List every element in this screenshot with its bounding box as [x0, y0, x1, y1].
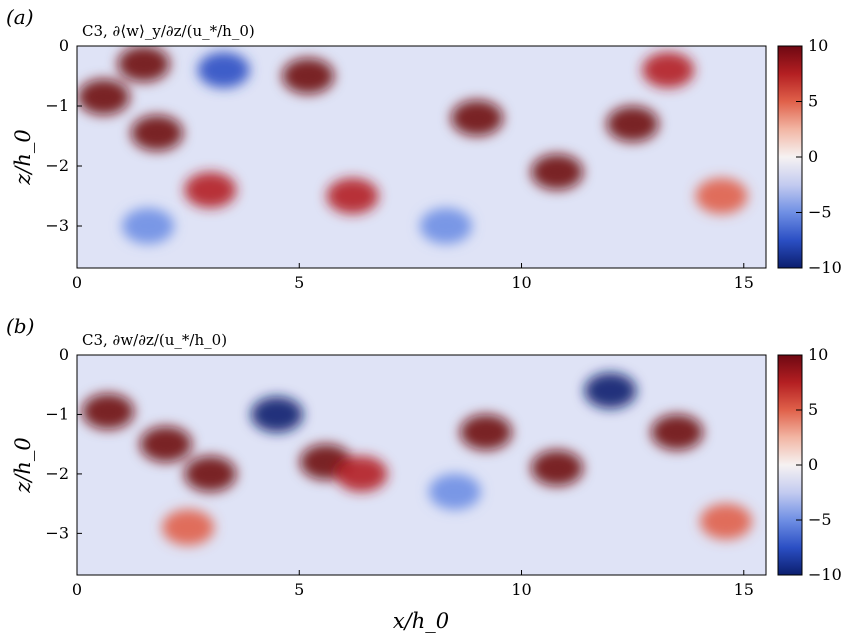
x-tick-label: 15 [734, 273, 754, 292]
x-tick-label: 5 [294, 580, 304, 599]
heatmap-cell [531, 154, 584, 190]
y-axis-b: 0 −1 −2 −3 [45, 345, 82, 542]
heatmap-b-features [82, 372, 752, 546]
heatmap-cell [419, 208, 472, 244]
y-tick-label: −3 [45, 216, 69, 235]
x-axis-a: 0 5 10 15 [72, 263, 754, 292]
heatmap-cell [139, 426, 192, 463]
heatmap-cell [122, 208, 175, 244]
x-axis-b: 0 5 10 15 [72, 570, 754, 599]
heatmap-cell [162, 509, 215, 546]
heatmap-a [77, 46, 766, 268]
colorbar-tick-label: 10 [808, 36, 828, 55]
x-tick-label: 0 [72, 273, 82, 292]
heatmap-cell [326, 178, 379, 214]
heatmap-cell [184, 455, 237, 492]
heatmap-cell [428, 473, 481, 510]
x-tick-label: 15 [734, 580, 754, 599]
heatmap-cell [606, 106, 659, 142]
panel-b-title: C3, ∂w/∂z/(u_*/h_0) [82, 331, 227, 349]
heatmap-cell [584, 372, 637, 409]
y-axis-label-b: z/h_0 [11, 437, 35, 494]
y-tick-label: 0 [59, 345, 69, 364]
y-tick-label: −2 [45, 464, 69, 483]
panel-letter-b: (b) [6, 314, 34, 338]
colorbar-tick-label: 0 [808, 147, 818, 166]
x-tick-label: 10 [511, 273, 531, 292]
heatmap-cell [451, 100, 504, 136]
heatmap-cell [335, 455, 388, 492]
y-tick-label: −1 [45, 96, 69, 115]
colorbar-tick-label: 5 [808, 400, 818, 419]
colorbar-tick-label: −10 [808, 565, 842, 584]
heatmap-cell [251, 396, 304, 433]
y-tick-label: 0 [59, 36, 69, 55]
y-tick-label: −1 [45, 404, 69, 423]
panel-a: (a) C3, ∂⟨w⟩_y/∂z/(u_*/h_0) 0 5 10 15 0 −1 −2… [6, 5, 842, 292]
heatmap-cell [531, 449, 584, 486]
colorbar-b-ticks: 10 5 0 −5 −10 [796, 345, 842, 584]
panel-a-title: C3, ∂⟨w⟩_y/∂z/(u_*/h_0) [82, 22, 255, 40]
x-tick-label: 5 [294, 273, 304, 292]
colorbar-tick-label: 10 [808, 345, 828, 364]
colorbar-tick-label: −10 [808, 258, 842, 277]
heatmap-cell [184, 172, 237, 208]
x-tick-label: 0 [72, 580, 82, 599]
colorbar-a: 10 5 0 −5 −10 [777, 36, 842, 277]
x-tick-label: 10 [511, 580, 531, 599]
panel-b: (b) C3, ∂w/∂z/(u_*/h_0) 0 5 10 15 0 −1 −2 −3 z… [6, 314, 842, 633]
x-axis-label: x/h_0 [393, 609, 449, 633]
heatmap-cell [77, 79, 130, 115]
heatmap-b [77, 355, 766, 575]
colorbar-b: 10 5 0 −5 −10 [777, 345, 842, 584]
panel-letter-a: (a) [6, 5, 34, 29]
heatmap-cell [197, 52, 250, 88]
heatmap-cell [695, 178, 748, 214]
heatmap-cell [642, 52, 695, 88]
y-axis-a: 0 −1 −2 −3 [45, 36, 82, 235]
heatmap-cell [282, 58, 335, 94]
heatmap-cell [459, 414, 512, 451]
y-tick-label: −3 [45, 523, 69, 542]
plot-frame-b [76, 354, 767, 576]
y-tick-label: −2 [45, 156, 69, 175]
colorbar-tick-label: −5 [808, 203, 832, 222]
heatmap-cell [699, 503, 752, 540]
heatmap-cell [131, 115, 184, 151]
colorbar-a-ticks: 10 5 0 −5 −10 [796, 36, 842, 277]
plot-frame-a [76, 45, 767, 269]
heatmap-cell [651, 414, 704, 451]
colorbar-tick-label: 0 [808, 455, 818, 474]
heatmap-cell [117, 46, 170, 82]
heatmap-a-features [77, 46, 748, 244]
colorbar-tick-label: −5 [808, 510, 832, 529]
y-axis-label-a: z/h_0 [11, 129, 35, 186]
colorbar-tick-label: 5 [808, 92, 818, 111]
heatmap-cell [82, 393, 135, 430]
